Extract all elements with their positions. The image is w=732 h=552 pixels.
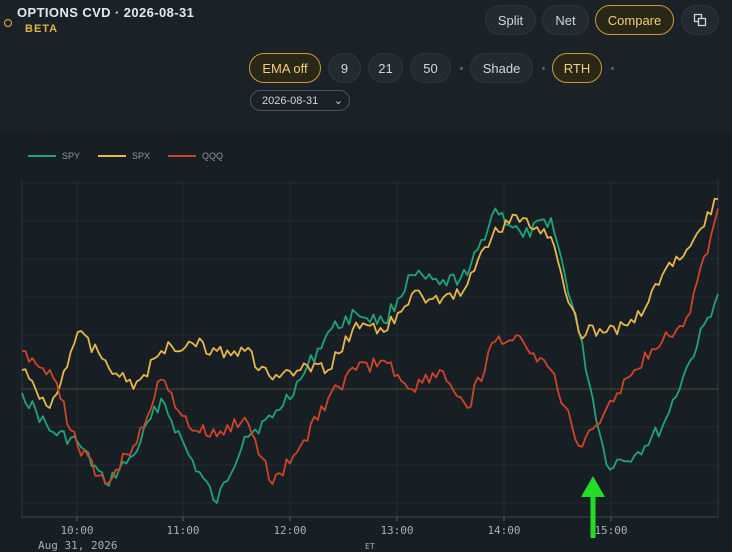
x-unit-label: ET: [365, 542, 375, 551]
chart-legend: SPY SPX QQQ: [28, 151, 223, 161]
ema-50-button[interactable]: 50: [410, 53, 451, 83]
x-tick-label: 12:00: [273, 524, 307, 537]
toolbar-separator: [611, 67, 614, 70]
toolbar-area: OPTIONS CVD · 2026-08-31 BETA Split Net …: [0, 0, 732, 130]
toolbar-separator: [542, 67, 545, 70]
net-button[interactable]: Net: [542, 5, 589, 35]
legend-item-spx: SPX: [98, 151, 150, 161]
split-button[interactable]: Split: [485, 5, 536, 35]
ema-9-button[interactable]: 9: [328, 53, 361, 83]
chevron-down-icon: ⌄: [333, 95, 343, 107]
page-title: OPTIONS CVD · 2026-08-31: [17, 5, 195, 20]
status-dot-icon: [4, 19, 12, 27]
legend-item-qqq: QQQ: [168, 151, 223, 161]
x-tick-label: 10:00: [60, 524, 94, 537]
compare-button[interactable]: Compare: [595, 5, 674, 35]
popout-icon: [693, 13, 707, 27]
legend-label-spy: SPY: [62, 151, 81, 161]
date-select[interactable]: 2026-08-31 ⌄: [250, 90, 350, 111]
beta-badge: BETA: [25, 23, 59, 35]
annotation-arrow-head: [581, 476, 605, 497]
series-line-qqq: [21, 208, 719, 485]
legend-swatch-qqq: [168, 155, 197, 157]
series-line-spy: [21, 207, 719, 504]
series-line-spx: [21, 198, 719, 409]
legend-label-spx: SPX: [132, 151, 151, 161]
ema-off-button[interactable]: EMA off: [249, 53, 321, 83]
x-tick-label: 14:00: [487, 524, 521, 537]
shade-button[interactable]: Shade: [470, 53, 533, 83]
x-date-label: Aug 31, 2026: [38, 539, 118, 552]
ema-21-button[interactable]: 21: [368, 53, 403, 83]
date-select-value: 2026-08-31: [262, 94, 319, 107]
legend-label-qqq: QQQ: [202, 151, 224, 161]
x-tick-label: 13:00: [380, 524, 414, 537]
legend-item-spy: SPY: [28, 151, 80, 161]
toolbar-separator: [460, 67, 463, 70]
rth-button[interactable]: RTH: [552, 53, 602, 83]
legend-swatch-spy: [28, 155, 56, 157]
legend-swatch-spx: [98, 155, 127, 157]
chart-background: [0, 130, 732, 552]
x-tick-label: 11:00: [166, 524, 200, 537]
popout-button[interactable]: [681, 5, 719, 35]
x-tick-label: 15:00: [594, 524, 628, 537]
